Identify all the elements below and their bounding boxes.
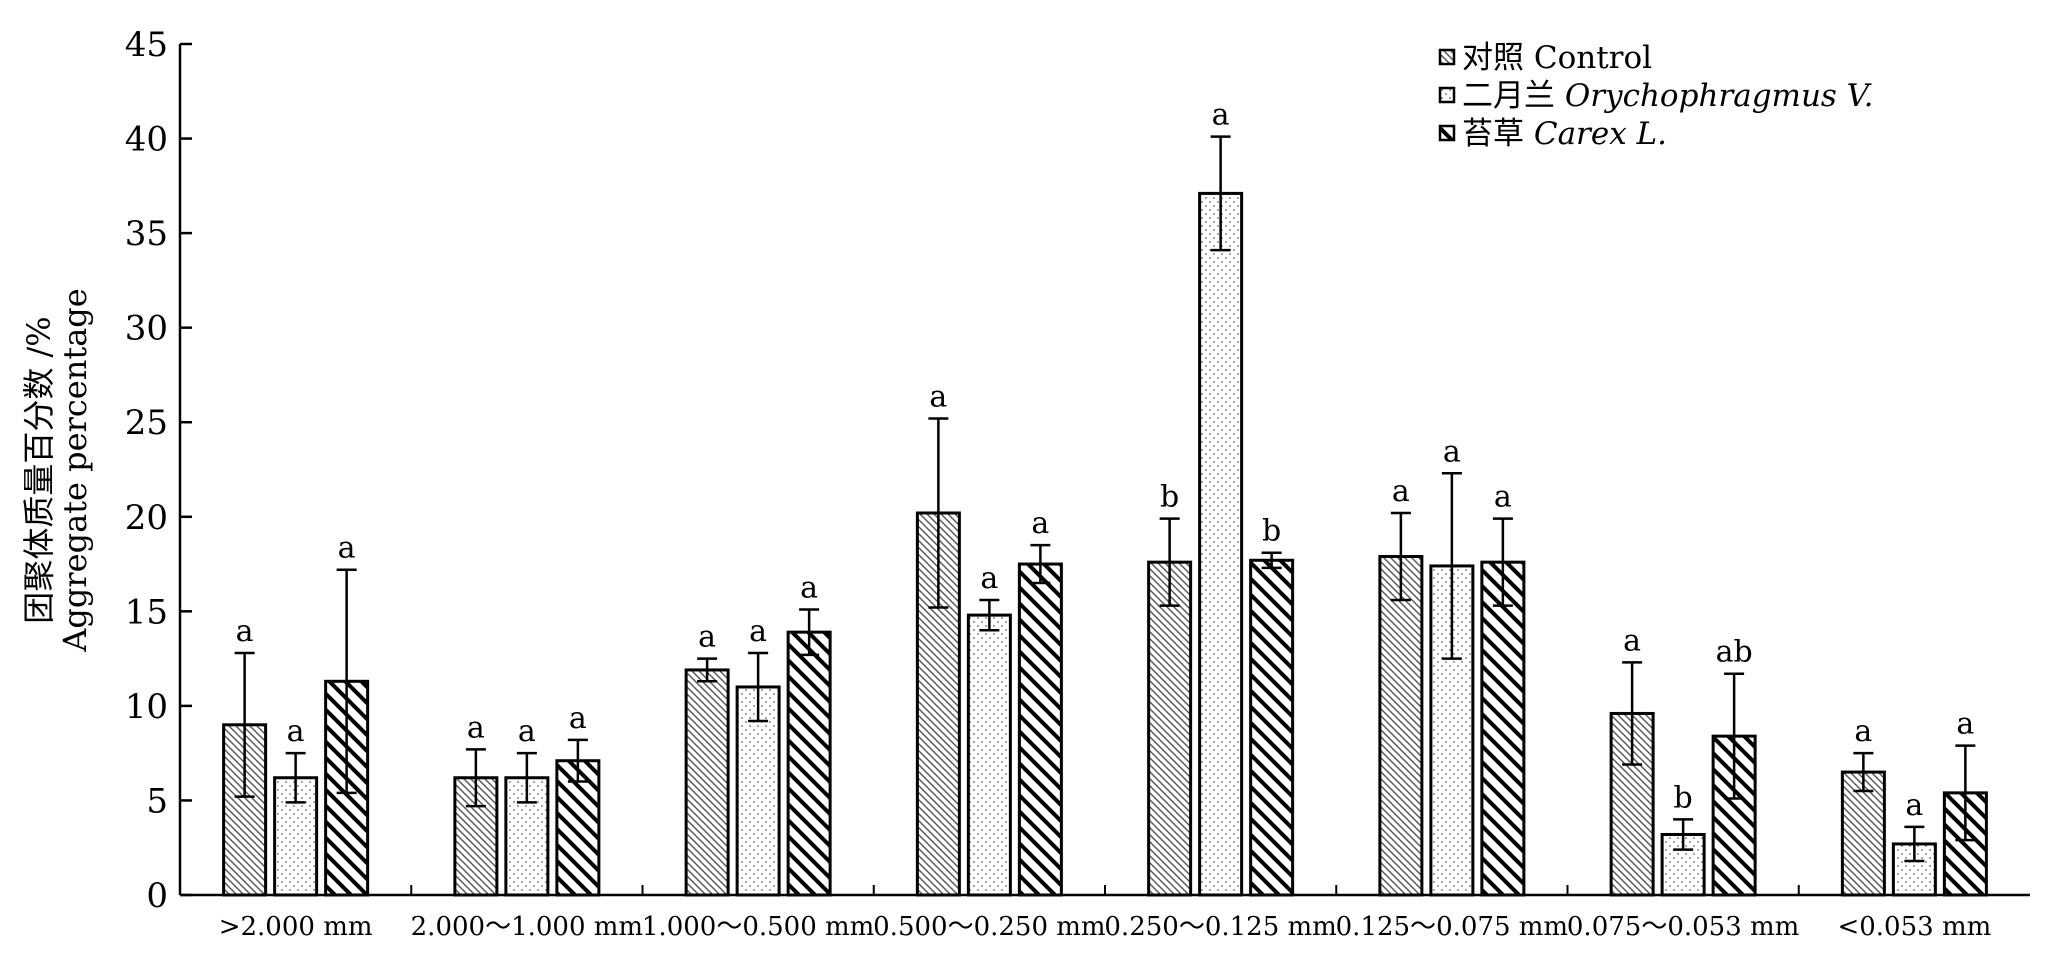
significance-label: a xyxy=(1494,480,1512,515)
legend-entry-name: 苔草 xyxy=(1462,116,1534,152)
legend-swatch xyxy=(1438,124,1456,142)
x-tick-label: 0.075～0.053 mm xyxy=(1567,912,1799,942)
significance-label: a xyxy=(338,531,356,566)
bar xyxy=(786,630,832,897)
x-tick-label: <0.053 mm xyxy=(1837,912,1991,942)
bar xyxy=(1017,562,1063,897)
y-tick-label: 25 xyxy=(125,403,168,443)
bar xyxy=(222,723,268,897)
x-tick-label: 0.250～0.125 mm xyxy=(1104,912,1336,942)
y-tick-label: 5 xyxy=(146,781,168,821)
y-tick-label: 30 xyxy=(125,309,168,349)
bar xyxy=(1378,554,1424,897)
significance-label: a xyxy=(698,620,716,655)
significance-label: ab xyxy=(1716,635,1753,670)
significance-label: a xyxy=(1443,434,1461,469)
significance-label: a xyxy=(1956,707,1974,742)
significance-label: a xyxy=(1392,474,1410,509)
significance-label: a xyxy=(800,570,818,605)
legend-entry-name: 对照 xyxy=(1462,40,1534,76)
y-axis-label-line-2: Aggregate percentage xyxy=(56,288,94,652)
significance-label: a xyxy=(980,561,998,596)
significance-label: a xyxy=(236,614,254,649)
y-tick-label: 40 xyxy=(125,120,168,160)
y-axis-label: 团聚体质量百分数 /% Aggregate percentage xyxy=(20,288,94,652)
y-axis-label-line-1: 团聚体质量百分数 /% xyxy=(20,316,58,623)
x-tick-label: 2.000～1.000 mm xyxy=(411,912,643,942)
y-tick-label: 10 xyxy=(125,687,168,727)
bar xyxy=(966,613,1012,897)
significance-label: a xyxy=(467,710,485,745)
significance-label: a xyxy=(518,714,536,749)
x-tick-label: >2.000 mm xyxy=(219,912,373,942)
significance-label: a xyxy=(929,379,947,414)
significance-label: a xyxy=(1623,623,1641,658)
legend-entry: 二月兰 Orychophragmus V. xyxy=(1462,78,1874,114)
bar xyxy=(1480,560,1526,897)
significance-label: a xyxy=(1854,714,1872,749)
legend-swatch xyxy=(1438,86,1456,104)
legend-swatch xyxy=(1438,48,1456,66)
bar xyxy=(1147,560,1193,897)
legend-entry-name-en: Control xyxy=(1534,40,1652,76)
bar xyxy=(1198,191,1244,897)
x-tick-label: 0.500～0.250 mm xyxy=(873,912,1105,942)
x-tick-label: 0.125～0.075 mm xyxy=(1336,912,1568,942)
y-tick-label: 0 xyxy=(146,876,168,916)
bar xyxy=(555,759,601,897)
significance-label: a xyxy=(1031,506,1049,541)
legend-entry-name-en: Orychophragmus V. xyxy=(1565,78,1874,114)
significance-label: a xyxy=(569,701,587,736)
x-tick-label: 1.000～0.500 mm xyxy=(642,912,874,942)
legend-entry: 苔草 Carex L. xyxy=(1462,116,1667,152)
y-tick-label: 35 xyxy=(125,214,168,254)
significance-label: a xyxy=(287,714,305,749)
significance-label: a xyxy=(1905,788,1923,823)
bar xyxy=(684,668,730,897)
legend-entry-name: 二月兰 xyxy=(1462,78,1565,114)
bar xyxy=(1249,558,1295,897)
y-tick-label: 15 xyxy=(125,592,168,632)
y-tick-label: 45 xyxy=(125,25,168,65)
significance-label: a xyxy=(749,614,767,649)
significance-label: b xyxy=(1674,780,1693,815)
legend-entry-name-en: Carex L. xyxy=(1534,116,1667,152)
significance-label: b xyxy=(1262,514,1281,549)
significance-label: a xyxy=(1212,98,1230,133)
significance-label: b xyxy=(1160,480,1179,515)
legend-entry: 对照 Control xyxy=(1462,40,1652,76)
y-tick-label: 20 xyxy=(125,498,168,538)
